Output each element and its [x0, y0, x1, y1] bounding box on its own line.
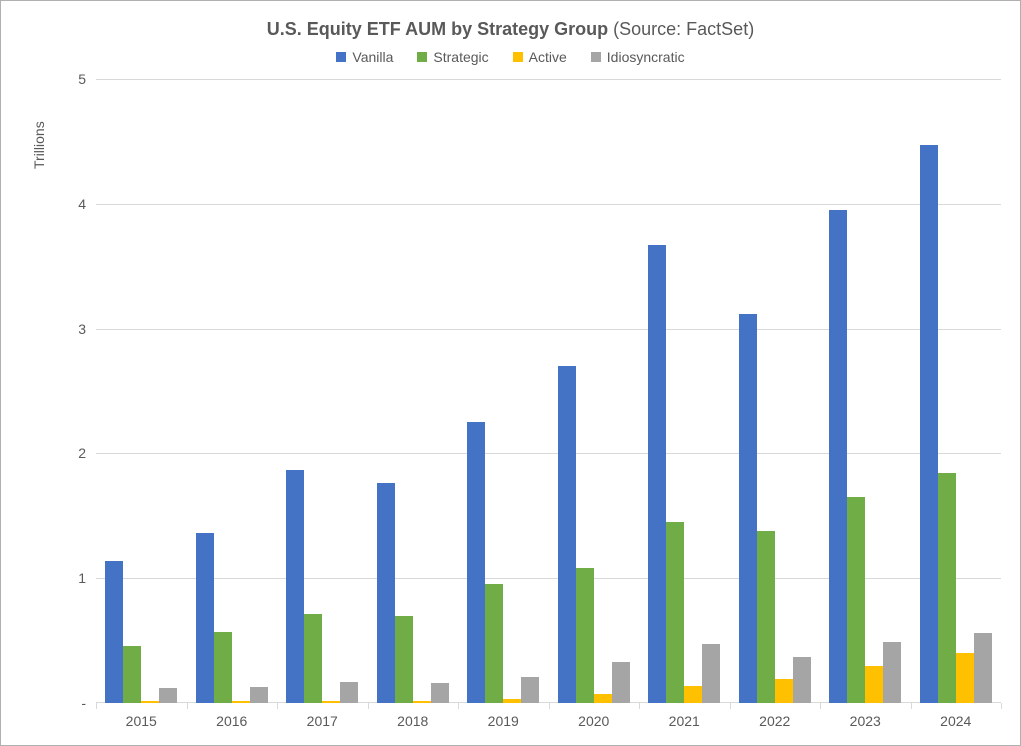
- x-tick-mark: [1001, 703, 1002, 709]
- bar: [558, 366, 576, 703]
- y-gridline: [96, 578, 1001, 579]
- bar: [920, 145, 938, 703]
- legend-label: Vanilla: [352, 49, 393, 65]
- legend-swatch: [417, 52, 427, 62]
- bar: [395, 616, 413, 703]
- y-gridline: [96, 204, 1001, 205]
- bar: [775, 679, 793, 703]
- y-tick-label: 2: [46, 445, 86, 461]
- x-tick-mark: [277, 703, 278, 709]
- x-tick-label: 2019: [458, 713, 549, 729]
- bar: [956, 653, 974, 703]
- bar: [214, 632, 232, 703]
- bar: [123, 646, 141, 703]
- x-tick-mark: [549, 703, 550, 709]
- x-tick-mark: [730, 703, 731, 709]
- bar: [648, 245, 666, 703]
- x-tick-label: 2018: [368, 713, 459, 729]
- legend-swatch: [591, 52, 601, 62]
- x-tick-mark: [187, 703, 188, 709]
- x-tick-label: 2023: [820, 713, 911, 729]
- bar: [847, 497, 865, 703]
- bar: [666, 522, 684, 703]
- bar: [377, 483, 395, 703]
- legend-item: Vanilla: [336, 49, 393, 65]
- x-tick-mark: [639, 703, 640, 709]
- bar: [865, 666, 883, 703]
- bar: [304, 614, 322, 703]
- bar: [232, 701, 250, 703]
- chart-title-source: (Source: FactSet): [608, 19, 754, 39]
- bar: [521, 677, 539, 703]
- plot-area: [96, 79, 1001, 703]
- bar: [196, 533, 214, 703]
- bar: [974, 633, 992, 703]
- x-tick-label: 2024: [911, 713, 1002, 729]
- bar: [250, 687, 268, 703]
- legend-item: Idiosyncratic: [591, 49, 685, 65]
- y-tick-label: 4: [46, 196, 86, 212]
- bar: [286, 470, 304, 703]
- y-gridline: [96, 453, 1001, 454]
- bar: [340, 682, 358, 703]
- chart-title-bold: U.S. Equity ETF AUM by Strategy Group: [267, 19, 608, 39]
- legend-label: Idiosyncratic: [607, 49, 685, 65]
- legend-label: Active: [529, 49, 567, 65]
- y-tick-label: 5: [46, 71, 86, 87]
- legend-item: Strategic: [417, 49, 488, 65]
- y-tick-label: 3: [46, 321, 86, 337]
- bar: [503, 699, 521, 703]
- y-tick-label: 1: [46, 570, 86, 586]
- bar: [105, 561, 123, 703]
- chart-title: U.S. Equity ETF AUM by Strategy Group (S…: [1, 19, 1020, 40]
- bar: [576, 568, 594, 703]
- bar: [938, 473, 956, 703]
- x-tick-mark: [458, 703, 459, 709]
- legend-swatch: [336, 52, 346, 62]
- legend-item: Active: [513, 49, 567, 65]
- chart-legend: Vanilla Strategic Active Idiosyncratic: [1, 49, 1020, 65]
- bar: [829, 210, 847, 703]
- x-tick-mark: [911, 703, 912, 709]
- bar: [485, 584, 503, 703]
- x-tick-label: 2015: [96, 713, 187, 729]
- bar: [322, 701, 340, 703]
- bar: [413, 701, 431, 703]
- bar: [757, 531, 775, 703]
- bar: [793, 657, 811, 703]
- x-tick-mark: [96, 703, 97, 709]
- bar: [883, 642, 901, 703]
- y-tick-label: -: [46, 695, 86, 711]
- bar: [739, 314, 757, 703]
- bar: [612, 662, 630, 703]
- x-tick-label: 2016: [187, 713, 278, 729]
- x-tick-mark: [368, 703, 369, 709]
- y-axis-title: Trillions: [31, 121, 47, 169]
- x-tick-label: 2017: [277, 713, 368, 729]
- x-tick-label: 2020: [549, 713, 640, 729]
- legend-label: Strategic: [433, 49, 488, 65]
- y-gridline: [96, 329, 1001, 330]
- legend-swatch: [513, 52, 523, 62]
- y-gridline: [96, 79, 1001, 80]
- x-tick-mark: [820, 703, 821, 709]
- chart-container: U.S. Equity ETF AUM by Strategy Group (S…: [0, 0, 1021, 746]
- x-tick-label: 2022: [730, 713, 821, 729]
- bar: [431, 683, 449, 703]
- bar: [594, 694, 612, 703]
- bar: [467, 422, 485, 703]
- bar: [141, 701, 159, 703]
- bar: [702, 644, 720, 703]
- x-tick-label: 2021: [639, 713, 730, 729]
- bar: [159, 688, 177, 703]
- bar: [684, 686, 702, 703]
